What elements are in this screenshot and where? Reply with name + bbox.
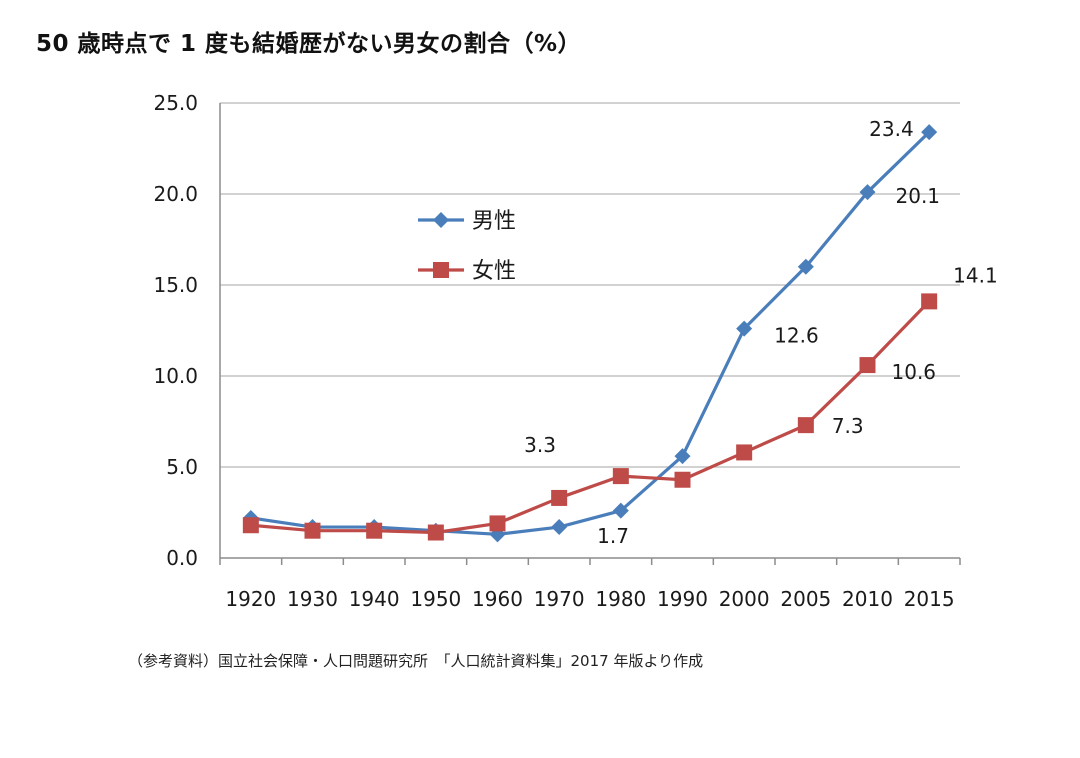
female-data-point	[797, 417, 814, 434]
x-tick-label: 1990	[657, 587, 708, 611]
x-tick-label: 1920	[225, 587, 276, 611]
female-data-point	[242, 517, 259, 534]
female-data-point	[736, 444, 753, 461]
y-tick-label: 20.0	[153, 182, 198, 206]
y-tick-label: 15.0	[153, 273, 198, 297]
female-data-point	[427, 524, 444, 541]
x-tick-label: 2005	[780, 587, 831, 611]
series-line-female	[250, 300, 931, 535]
data-label: 20.1	[896, 184, 941, 208]
data-label: 14.1	[953, 263, 998, 287]
chart-title: 50 歳時点で 1 度も結婚歴がない男女の割合（%）	[36, 31, 582, 57]
female-data-point	[674, 471, 691, 488]
data-label: 7.3	[832, 414, 864, 438]
female-data-point	[304, 522, 321, 539]
legend-label: 男性	[472, 209, 516, 234]
x-tick-label: 1940	[349, 587, 400, 611]
data-label: 1.7	[597, 524, 629, 548]
y-tick-label: 10.0	[153, 364, 198, 388]
y-tick-label: 25.0	[153, 91, 198, 115]
data-label: 10.6	[892, 360, 937, 384]
legend-label: 女性	[472, 259, 516, 284]
female-data-point	[921, 293, 938, 310]
female-data-point	[612, 468, 629, 485]
x-tick-label: 1960	[472, 587, 523, 611]
legend-marker-diamond	[433, 212, 449, 228]
x-tick-label: 1980	[595, 587, 646, 611]
y-tick-label: 5.0	[166, 455, 198, 479]
data-label: 3.3	[524, 433, 556, 457]
y-tick-label: 0.0	[166, 546, 198, 570]
male-data-point	[736, 320, 753, 337]
male-data-point	[797, 258, 814, 275]
axes: 0.0 5.0 10.0 15.0 20.0 25.0 1920 1930 1940 1950 19…	[153, 91, 961, 611]
data-label: 12.6	[774, 324, 819, 348]
source-note: （参考資料）国立社会保障・人口問題研究所 「人口統計資料集」2017 年版より作…	[128, 652, 704, 670]
series-lines	[242, 124, 938, 543]
female-data-point	[551, 489, 568, 506]
x-tick-label: 2000	[719, 587, 770, 611]
gridlines	[220, 102, 960, 468]
male-data-point	[921, 124, 938, 141]
male-data-point	[674, 448, 691, 465]
x-tick-label: 1950	[410, 587, 461, 611]
series-line-male	[250, 130, 931, 536]
male-data-point	[612, 502, 629, 519]
data-labels: 1.7 12.6 20.1 23.4 3.3 7.3 10.6 14.1	[524, 117, 998, 548]
female-data-point	[366, 522, 383, 539]
x-tick-label: 2010	[842, 587, 893, 611]
female-data-point	[489, 515, 506, 532]
x-tick-label: 1930	[287, 587, 338, 611]
x-tick-label: 2015	[904, 587, 955, 611]
male-data-point	[859, 184, 876, 201]
female-data-point	[859, 357, 876, 374]
legend-marker-square	[433, 262, 449, 278]
x-tick-label: 1970	[534, 587, 585, 611]
data-label: 23.4	[869, 117, 914, 141]
male-data-point	[551, 519, 568, 536]
